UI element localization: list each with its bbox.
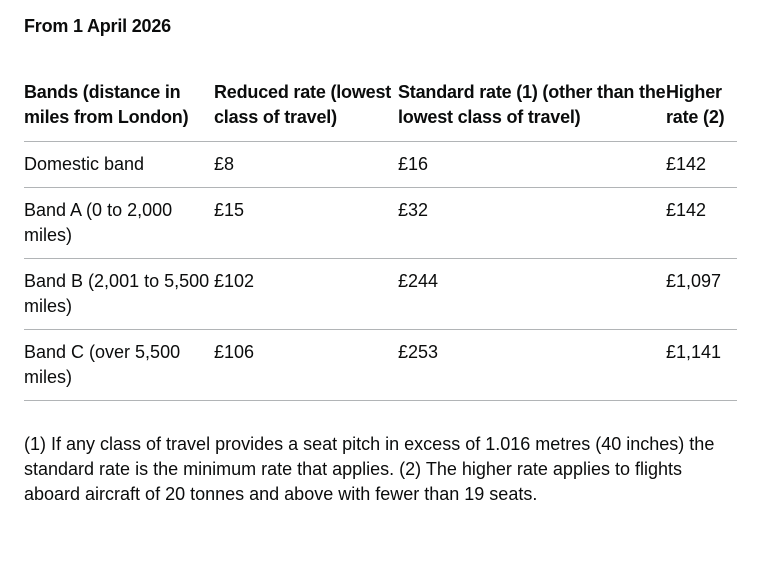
- cell-higher-rate: £142: [666, 141, 737, 188]
- cell-standard-rate: £244: [398, 258, 666, 330]
- header-bands: Bands (distance in miles from London): [24, 80, 214, 142]
- header-standard-rate: Standard rate (1) (other than the lowest…: [398, 80, 666, 142]
- cell-higher-rate: £1,097: [666, 258, 737, 330]
- cell-band: Domestic band: [24, 141, 214, 188]
- cell-band: Band A (0 to 2,000 miles): [24, 187, 214, 259]
- cell-reduced-rate: £8: [214, 141, 398, 188]
- cell-band: Band B (2,001 to 5,500 miles): [24, 258, 214, 330]
- table-row: Band C (over 5,500 miles) £106 £253 £1,1…: [24, 329, 737, 401]
- cell-band: Band C (over 5,500 miles): [24, 329, 214, 401]
- cell-higher-rate: £142: [666, 187, 737, 259]
- cell-reduced-rate: £106: [214, 329, 398, 401]
- cell-reduced-rate: £102: [214, 258, 398, 330]
- table-row: Domestic band £8 £16 £142: [24, 141, 737, 188]
- cell-higher-rate: £1,141: [666, 329, 737, 401]
- table-row: Band A (0 to 2,000 miles) £15 £32 £142: [24, 187, 737, 259]
- table-footnote: (1) If any class of travel provides a se…: [24, 434, 715, 504]
- header-reduced-rate: Reduced rate (lowest class of travel): [214, 80, 398, 142]
- cell-standard-rate: £32: [398, 187, 666, 259]
- cell-standard-rate: £16: [398, 141, 666, 188]
- table-row: Band B (2,001 to 5,500 miles) £102 £244 …: [24, 258, 737, 330]
- table-header-row: Bands (distance in miles from London) Re…: [24, 80, 737, 142]
- cell-standard-rate: £253: [398, 329, 666, 401]
- section-heading: From 1 April 2026: [24, 16, 171, 36]
- rates-table: Bands (distance in miles from London) Re…: [24, 80, 737, 401]
- cell-reduced-rate: £15: [214, 187, 398, 259]
- header-higher-rate: Higher rate (2): [666, 80, 737, 142]
